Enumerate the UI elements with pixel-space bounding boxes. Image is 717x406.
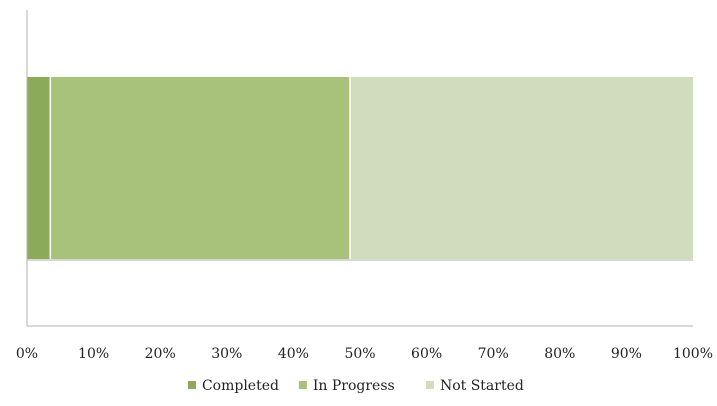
x-tick-label: 100%: [673, 346, 713, 362]
legend-swatch: [425, 381, 434, 389]
x-tick-label: 10%: [78, 346, 109, 362]
bar-segment-not-started: [350, 77, 693, 259]
legend-item-in-progress: In Progress: [298, 378, 395, 394]
legend-label: In Progress: [313, 378, 395, 394]
legend-swatch: [187, 381, 196, 389]
legend-item-not-started: Not Started: [425, 378, 524, 394]
x-tick-label: 60%: [411, 346, 442, 362]
x-tick-label: 40%: [278, 346, 309, 362]
legend-label: Not Started: [440, 378, 524, 394]
bar-segment-in-progress: [50, 77, 351, 259]
legend: Completed In Progress Not Started: [187, 378, 524, 394]
x-tick-label: 80%: [544, 346, 575, 362]
x-tick-labels: 0% 10% 20% 30% 40% 50% 60% 70% 80% 90% 100%: [16, 346, 713, 362]
legend-label: Completed: [202, 378, 279, 394]
x-tick-label: 70%: [478, 346, 509, 362]
x-tick-label: 0%: [16, 346, 38, 362]
bars-layer: [27, 77, 693, 261]
legend-swatch: [298, 381, 307, 389]
x-tick-label: 50%: [344, 346, 375, 362]
legend-item-completed: Completed: [187, 378, 279, 394]
x-tick-label: 20%: [145, 346, 176, 362]
x-tick-label: 30%: [211, 346, 242, 362]
bar-segment-completed: [27, 77, 51, 259]
x-tick-label: 90%: [611, 346, 642, 362]
